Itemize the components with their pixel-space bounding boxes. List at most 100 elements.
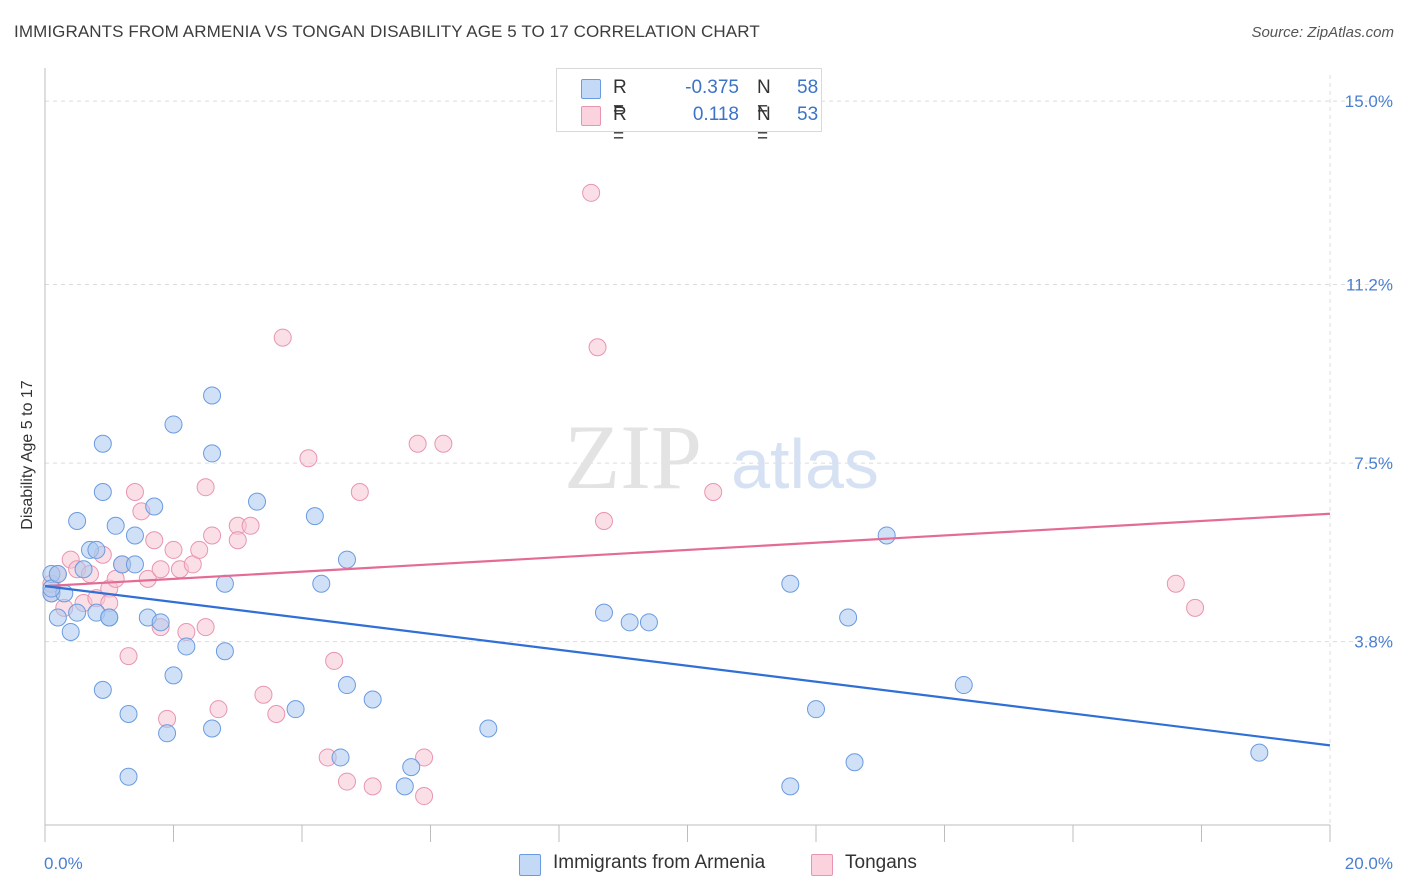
tongan-point xyxy=(203,526,222,545)
tongan-point xyxy=(196,618,215,637)
tongan-point xyxy=(582,183,601,202)
chart-title: IMMIGRANTS FROM ARMENIA VS TONGAN DISABI… xyxy=(14,22,760,41)
y-tick-label: 11.2% xyxy=(1346,276,1393,295)
y-tick-label: 15.0% xyxy=(1345,92,1393,111)
tongan-point xyxy=(241,516,260,535)
armenia-point xyxy=(248,492,267,511)
armenia-point xyxy=(331,748,350,767)
tongan-point xyxy=(125,483,144,502)
legend-swatch-armenia xyxy=(581,79,601,99)
armenia-point xyxy=(1250,743,1269,762)
armenia-point xyxy=(158,724,177,743)
armenia-point xyxy=(68,603,87,622)
armenia-point xyxy=(877,526,896,545)
tongan-point xyxy=(588,338,607,357)
bottom-legend-swatch-tongans xyxy=(811,854,833,876)
tongan-point xyxy=(209,700,228,719)
armenia-point xyxy=(119,705,138,724)
bottom-legend-swatch-armenia xyxy=(519,854,541,876)
armenia-point xyxy=(100,608,119,627)
armenia-point xyxy=(620,613,639,632)
armenia-point xyxy=(93,483,112,502)
trendlines xyxy=(44,512,1331,747)
legend-swatch-tongan xyxy=(581,106,601,126)
y-tick-label: 7.5% xyxy=(1354,454,1393,473)
legend-r-value: -0.375 xyxy=(685,77,739,98)
armenia-point xyxy=(312,574,331,593)
armenia-point xyxy=(61,622,80,641)
armenia-point xyxy=(125,526,144,545)
armenia-point xyxy=(203,719,222,738)
bottom-legend-label-armenia: Immigrants from Armenia xyxy=(553,852,766,873)
legend: R = -0.375 N = 58 R = 0.118 N = 53 xyxy=(556,68,822,147)
armenia-point xyxy=(402,758,421,777)
legend-r-value: 0.118 xyxy=(692,104,739,125)
armenia-point xyxy=(203,386,222,405)
tongan-point xyxy=(434,434,453,453)
armenia-point xyxy=(845,753,864,772)
watermark-zip: ZIP xyxy=(564,406,702,508)
legend-r-label: R = xyxy=(613,77,627,120)
armenia-point xyxy=(215,574,234,593)
tongan-point xyxy=(190,540,209,559)
tongan-point xyxy=(151,560,170,579)
gridlines xyxy=(45,75,1390,825)
armenia-point xyxy=(479,719,498,738)
tongan-point xyxy=(273,328,292,347)
armenia-point xyxy=(839,608,858,627)
armenia-point xyxy=(639,613,658,632)
x-tick-label-min: 0.0% xyxy=(44,854,83,873)
y-tick-label: 3.8% xyxy=(1354,633,1393,652)
tongan-point xyxy=(325,651,344,670)
armenia-point xyxy=(395,777,414,796)
tongan-point xyxy=(704,483,723,502)
armenia-point xyxy=(106,516,125,535)
armenia-point xyxy=(781,574,800,593)
tick-labels: 3.8% 7.5% 11.2% 15.0% 0.0% 20.0% xyxy=(44,92,1393,873)
tongan-point xyxy=(337,772,356,791)
tongan-point xyxy=(145,531,164,550)
armenia-point xyxy=(807,700,825,719)
armenia-point xyxy=(954,676,973,695)
tongan-point xyxy=(164,540,183,559)
tongan-point xyxy=(1166,574,1185,593)
armenia-point xyxy=(151,613,170,632)
source-label: Source: ZipAtlas.com xyxy=(1251,24,1394,41)
armenia-point xyxy=(48,565,67,584)
tongan-point xyxy=(415,787,434,806)
tongan-point xyxy=(594,511,613,530)
armenia-point xyxy=(125,555,144,574)
tongan-point xyxy=(363,777,382,796)
armenia-points xyxy=(42,386,1269,796)
tongan-point xyxy=(408,434,427,453)
legend-n-value: 53 xyxy=(797,104,819,125)
armenia-point xyxy=(337,550,356,569)
tongan-trendline xyxy=(44,512,1331,588)
tongan-point xyxy=(254,685,273,704)
tongan-point xyxy=(299,449,318,468)
watermark-atlas: atlas xyxy=(731,425,879,503)
tongan-points xyxy=(42,183,1205,806)
x-tick-label-max: 20.0% xyxy=(1345,854,1393,873)
legend-n-label: N = xyxy=(757,104,771,147)
armenia-point xyxy=(594,603,613,622)
tongan-point xyxy=(350,483,369,502)
legend-r-label: R = xyxy=(613,104,627,147)
armenia-point xyxy=(177,637,196,656)
legend-n-label: N = xyxy=(757,77,771,120)
armenia-point xyxy=(93,680,112,699)
armenia-point xyxy=(305,507,324,526)
watermark: ZIP atlas xyxy=(564,406,879,508)
armenia-point xyxy=(119,767,138,786)
armenia-point xyxy=(87,540,106,559)
armenia-point xyxy=(164,415,183,434)
armenia-point xyxy=(215,642,234,661)
tongan-point xyxy=(119,647,138,666)
armenia-point xyxy=(145,497,164,516)
tongan-point xyxy=(415,748,434,767)
armenia-point xyxy=(363,690,382,709)
armenia-trendline xyxy=(44,585,1331,747)
armenia-point xyxy=(203,444,222,463)
armenia-point xyxy=(781,777,800,796)
